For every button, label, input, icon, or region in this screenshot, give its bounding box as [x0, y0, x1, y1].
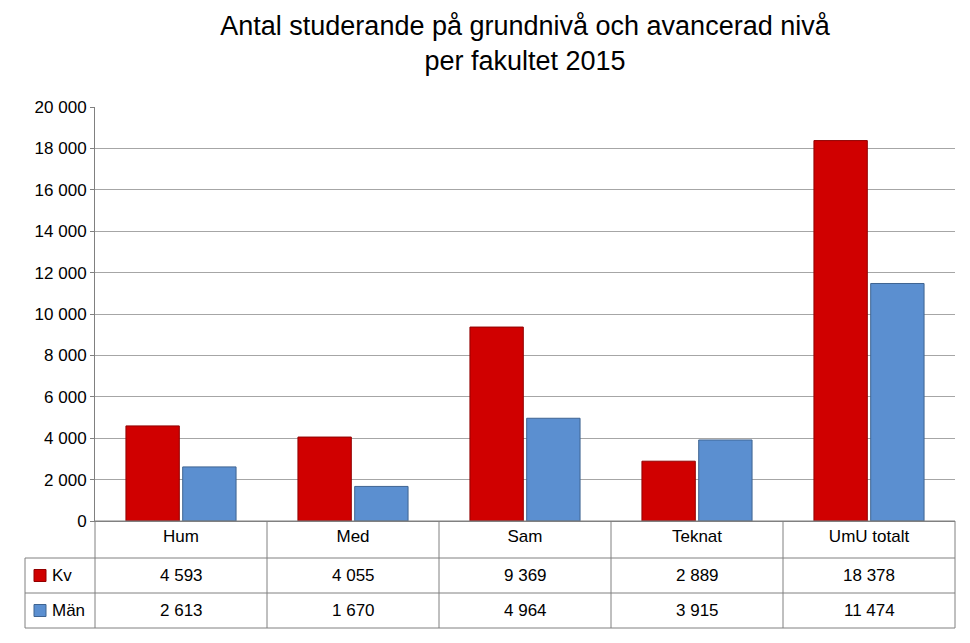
- svg-text:6 000: 6 000: [44, 388, 87, 407]
- svg-text:11 474: 11 474: [844, 601, 895, 620]
- svg-text:12 000: 12 000: [35, 264, 87, 283]
- svg-text:UmU totalt: UmU totalt: [829, 527, 910, 546]
- svg-text:10 000: 10 000: [35, 305, 87, 324]
- svg-text:0: 0: [77, 512, 86, 531]
- svg-text:18 000: 18 000: [35, 139, 87, 158]
- svg-text:4 964: 4 964: [504, 601, 547, 620]
- svg-text:4 055: 4 055: [332, 566, 375, 585]
- svg-text:4 000: 4 000: [44, 429, 87, 448]
- svg-text:Hum: Hum: [163, 527, 199, 546]
- svg-text:Sam: Sam: [508, 527, 543, 546]
- svg-text:Med: Med: [336, 527, 369, 546]
- svg-text:Kv: Kv: [52, 566, 72, 585]
- svg-text:2 889: 2 889: [676, 566, 719, 585]
- svg-text:3 915: 3 915: [676, 601, 719, 620]
- svg-text:8 000: 8 000: [44, 346, 87, 365]
- svg-text:20 000: 20 000: [35, 98, 87, 117]
- svg-text:Män: Män: [52, 601, 85, 620]
- svg-text:Teknat: Teknat: [672, 527, 722, 546]
- svg-text:Antal studerande på grundnivå: Antal studerande på grundnivå och avance…: [220, 11, 830, 76]
- svg-text:14 000: 14 000: [35, 222, 87, 241]
- svg-text:1 670: 1 670: [332, 601, 375, 620]
- svg-text:2 613: 2 613: [160, 601, 203, 620]
- svg-text:18 378: 18 378: [843, 566, 895, 585]
- svg-text:2 000: 2 000: [44, 471, 87, 490]
- svg-text:16 000: 16 000: [35, 181, 87, 200]
- svg-text:9 369: 9 369: [504, 566, 547, 585]
- svg-text:4 593: 4 593: [160, 566, 203, 585]
